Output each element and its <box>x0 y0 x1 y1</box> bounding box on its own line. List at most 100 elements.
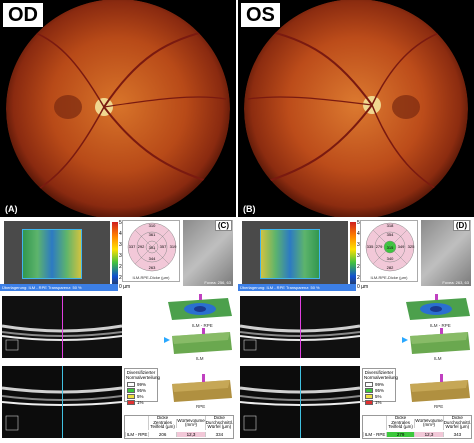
etdrs-map-od: 310 361 337 292 301 357 319 344 263 ILM-… <box>122 220 180 282</box>
etdrs-map-os: 318 354 335 279 315 349 325 340 282 ILM-… <box>360 220 418 282</box>
table-header-row: Dicke Zentrales Teilfeld (µm) Würfelvolu… <box>125 416 233 430</box>
etdrs-value: 349 <box>398 244 405 249</box>
surface-map-rpe-os <box>410 374 470 402</box>
etdrs-value: 318 <box>387 223 394 228</box>
legend-row: 95% <box>125 387 157 393</box>
fundus-panel-os: OS (B) <box>238 0 474 217</box>
legend-swatch <box>127 393 135 399</box>
scan-position-line <box>62 366 63 438</box>
etdrs-value: 335 <box>367 244 374 249</box>
bscan-top-od <box>2 296 122 358</box>
etdrs-caption-od: ILM-RPE-Dicke (µm) <box>132 275 170 280</box>
etdrs-value: 361 <box>149 232 156 237</box>
scale-tick: 0 µm <box>119 284 131 290</box>
etdrs-grid-os: 318 354 335 279 315 349 325 340 282 <box>365 222 415 272</box>
legend-swatch <box>365 393 373 399</box>
legend-row: 1% <box>125 399 157 405</box>
ir-thumb-os: Fovea: 263, 63 <box>421 220 471 286</box>
color-scale-od <box>112 222 118 290</box>
eye-label-od: OD <box>3 3 43 27</box>
table-header-cell: Dicke Zentrales Teilfeld (µm) <box>147 416 176 430</box>
bscan-bottom-os <box>240 366 360 438</box>
etdrs-value: 325 <box>408 244 415 249</box>
panel-letter-a: (A) <box>5 204 18 214</box>
legend-label: 1% <box>137 399 144 405</box>
thickness-panel-os: 500 400 350 300 250 200 0 µm Überlagerun… <box>238 218 474 293</box>
panel-letter-b: (B) <box>243 204 256 214</box>
table-header-cell: Würfelvolumen (mm³) <box>176 418 205 428</box>
legend-od: Diversifizierter Normalverteilung 99% 95… <box>124 368 160 405</box>
fundus-image-od <box>6 0 230 217</box>
legend-swatch <box>127 381 135 387</box>
ir-image-os <box>242 221 348 287</box>
overlay-strip-os: Überlagerung: ILM - RPE Transparenz: 50 … <box>238 284 356 291</box>
legend-row: 5% <box>125 393 157 399</box>
legend-label: 95% <box>375 387 385 393</box>
table-row: ILM - RPE 279 12,3 343 <box>363 430 472 439</box>
scan-position-line <box>62 296 63 358</box>
legend-label: 5% <box>375 393 382 399</box>
legend-label: 99% <box>375 381 385 387</box>
etdrs-value: 340 <box>387 256 394 261</box>
oct-panel-os: ILM - RPE ILM Diversifizierter Normalver… <box>238 294 474 443</box>
surface-arrow <box>402 337 408 343</box>
etdrs-value: 310 <box>149 223 156 228</box>
thickness-panel-od: 500 400 350 300 250 200 0 µm Überlagerun… <box>0 218 236 293</box>
surface-map-rpe-od <box>172 374 232 402</box>
surface-map-ilm-rpe-os <box>406 294 470 320</box>
legend-title: Diversifizierter Normalverteilung <box>364 370 399 380</box>
legend-row: 99% <box>125 381 157 387</box>
table-cell: 206 <box>147 432 177 437</box>
table-row: ILM - RPE 206 12,3 334 <box>125 430 234 439</box>
legend-swatch <box>365 381 373 387</box>
legend-os: Diversifizierter Normalverteilung 99% 95… <box>362 368 399 405</box>
etdrs-value: 263 <box>149 265 156 270</box>
overlay-strip-od: Überlagerung: ILM - RPE Transparenz: 50 … <box>0 284 118 291</box>
table-header-cell: Dicke Durchschnittl. Würfel (µm) <box>442 416 471 430</box>
thickness-overlay-os <box>260 229 320 279</box>
results-table-od: Dicke Zentrales Teilfeld (µm) Würfelvolu… <box>124 415 234 439</box>
etdrs-value: 344 <box>149 256 156 261</box>
legend-row: 99% <box>363 381 395 387</box>
etdrs-value: 279 <box>376 244 383 249</box>
table-cell: 12,3 <box>414 432 443 437</box>
surface-label: RPE <box>196 404 206 409</box>
etdrs-value: 315 <box>387 245 394 250</box>
fovea-label-os: Fovea: 263, 63 <box>442 280 469 285</box>
bscan-top-os <box>240 296 360 358</box>
oct-panel-od: ILM - RPE ILM Diversifizierter Normalver… <box>0 294 236 443</box>
legend-row: 95% <box>363 387 395 393</box>
table-header-cell: Dicke Zentrales Teilfeld (µm) <box>385 416 414 430</box>
surface-label: RPE <box>434 404 444 409</box>
panel-letter-c: (C) <box>214 220 232 231</box>
scale-tick: 0 µm <box>357 284 369 290</box>
results-table-os: Dicke Zentrales Teilfeld (µm) Würfelvolu… <box>362 415 472 439</box>
table-cell: 334 <box>204 432 234 437</box>
bscan-bottom-od <box>2 366 122 438</box>
etdrs-value: 357 <box>160 244 167 249</box>
legend-row: 1% <box>363 399 395 405</box>
table-cell: 343 <box>442 432 472 437</box>
etdrs-caption-os: ILM-RPE-Dicke (µm) <box>370 275 408 280</box>
etdrs-value: 319 <box>170 244 177 249</box>
etdrs-value: 292 <box>138 244 145 249</box>
legend-row: 5% <box>363 393 395 399</box>
table-row-label: ILM - RPE <box>363 432 386 437</box>
legend-label: 5% <box>137 393 144 399</box>
etdrs-grid-od: 310 361 337 292 301 357 319 344 263 <box>127 222 177 272</box>
color-scale-os <box>350 222 356 290</box>
table-header-cell: Dicke Durchschnittl. Würfel (µm) <box>204 416 233 430</box>
legend-label: 95% <box>137 387 147 393</box>
legend-swatch <box>127 387 135 393</box>
surface-map-ilm-od <box>172 328 232 354</box>
eye-label-os: OS <box>241 3 280 27</box>
etdrs-value: 337 <box>129 244 136 249</box>
table-header-cell: Würfelvolumen (mm³) <box>414 418 443 428</box>
surface-label: ILM <box>196 356 204 361</box>
ir-thumb-od: Fovea: 256, 63 <box>183 220 233 286</box>
legend-label: 99% <box>137 381 147 387</box>
surface-map-ilm-os <box>410 328 470 354</box>
ir-image-od <box>4 221 110 287</box>
scan-position-line <box>300 366 301 438</box>
